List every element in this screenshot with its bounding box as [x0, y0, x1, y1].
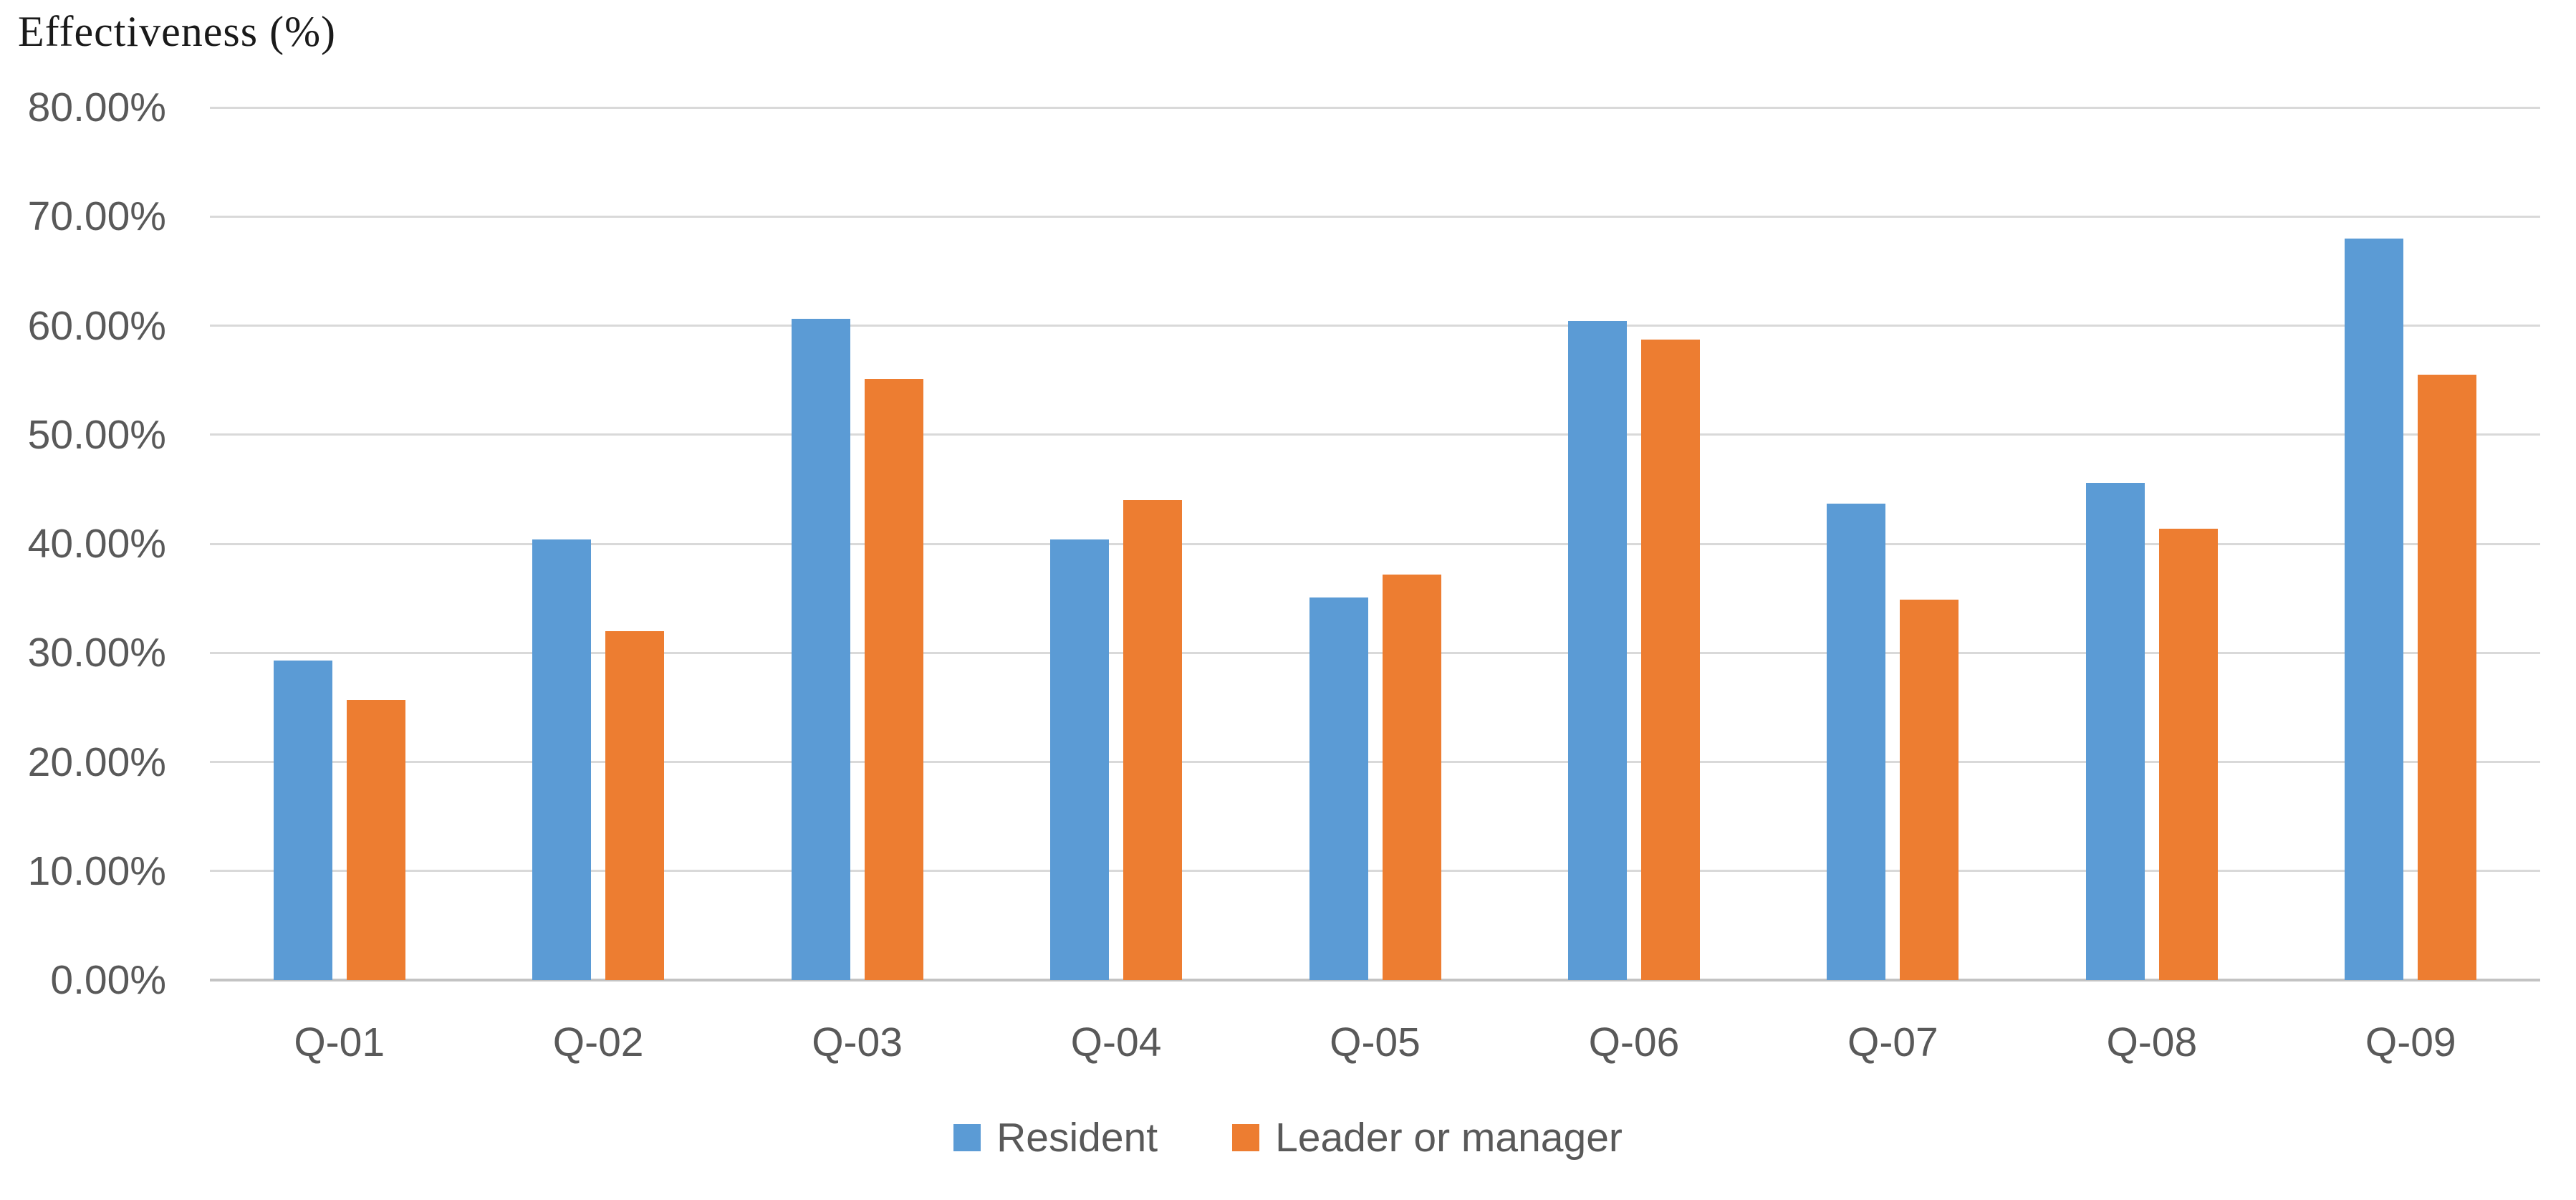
bar-leader-or-manager-q-02	[605, 630, 665, 980]
gridline-10	[210, 870, 2540, 873]
bar-resident-q-04	[1050, 539, 1110, 980]
y-tick-label-40: 40.00%	[27, 521, 166, 567]
y-tick-label-80: 80.00%	[27, 85, 166, 130]
bar-leader-or-manager-q-04	[1123, 500, 1183, 980]
legend: Resident Leader or manager	[0, 1112, 2576, 1163]
x-category-label-q-04: Q-04	[1070, 1019, 1162, 1065]
y-tick-label-30: 30.00%	[27, 630, 166, 676]
x-category-label-q-08: Q-08	[2106, 1019, 2198, 1065]
bar-resident-q-06	[1567, 321, 1627, 980]
legend-item-leader-or-manager: Leader or manager	[1232, 1114, 1623, 1161]
bar-leader-or-manager-q-05	[1382, 574, 1441, 980]
bar-resident-q-03	[791, 319, 850, 980]
gridline-80	[210, 106, 2540, 109]
y-tick-label-50: 50.00%	[27, 411, 166, 458]
y-axis-title: Effectiveness (%)	[18, 8, 337, 55]
gridline-60	[210, 325, 2540, 327]
bar-leader-or-manager-q-01	[346, 699, 405, 980]
x-category-label-q-06: Q-06	[1588, 1019, 1680, 1065]
gridline-20	[210, 761, 2540, 763]
bar-resident-q-08	[2085, 482, 2145, 980]
gridline-50	[210, 433, 2540, 436]
y-tick-label-0: 0.00%	[50, 957, 166, 1003]
gridline-70	[210, 215, 2540, 218]
legend-swatch-resident-icon	[953, 1124, 981, 1151]
gridline-30	[210, 651, 2540, 654]
bar-leader-or-manager-q-06	[1640, 340, 1700, 980]
x-category-label-q-07: Q-07	[1847, 1019, 1938, 1065]
bar-leader-or-manager-q-07	[1900, 599, 1959, 980]
y-tick-label-20: 20.00%	[27, 739, 166, 785]
gridline-40	[210, 542, 2540, 545]
legend-item-resident: Resident	[953, 1114, 1158, 1161]
x-category-label-q-05: Q-05	[1330, 1019, 1421, 1065]
legend-label-leader-or-manager: Leader or manager	[1275, 1115, 1623, 1161]
bar-leader-or-manager-q-09	[2418, 375, 2477, 980]
bar-resident-q-07	[1827, 503, 1886, 980]
bar-leader-or-manager-q-08	[2158, 528, 2218, 980]
y-tick-label-60: 60.00%	[27, 302, 166, 349]
bar-resident-q-01	[273, 660, 332, 980]
x-category-label-q-03: Q-03	[812, 1019, 903, 1065]
legend-swatch-leader-or-manager-icon	[1232, 1124, 1260, 1151]
x-category-label-q-02: Q-02	[552, 1019, 644, 1065]
x-axis-line	[210, 979, 2540, 981]
y-tick-label-10: 10.00%	[27, 848, 166, 894]
x-category-label-q-01: Q-01	[294, 1019, 385, 1065]
bar-resident-q-09	[2345, 238, 2404, 980]
y-tick-label-70: 70.00%	[27, 193, 166, 240]
bar-resident-q-02	[532, 539, 592, 980]
legend-label-resident: Resident	[996, 1115, 1158, 1161]
x-category-label-q-09: Q-09	[2365, 1019, 2456, 1065]
bar-leader-or-manager-q-03	[864, 379, 923, 980]
bar-resident-q-05	[1309, 597, 1368, 980]
